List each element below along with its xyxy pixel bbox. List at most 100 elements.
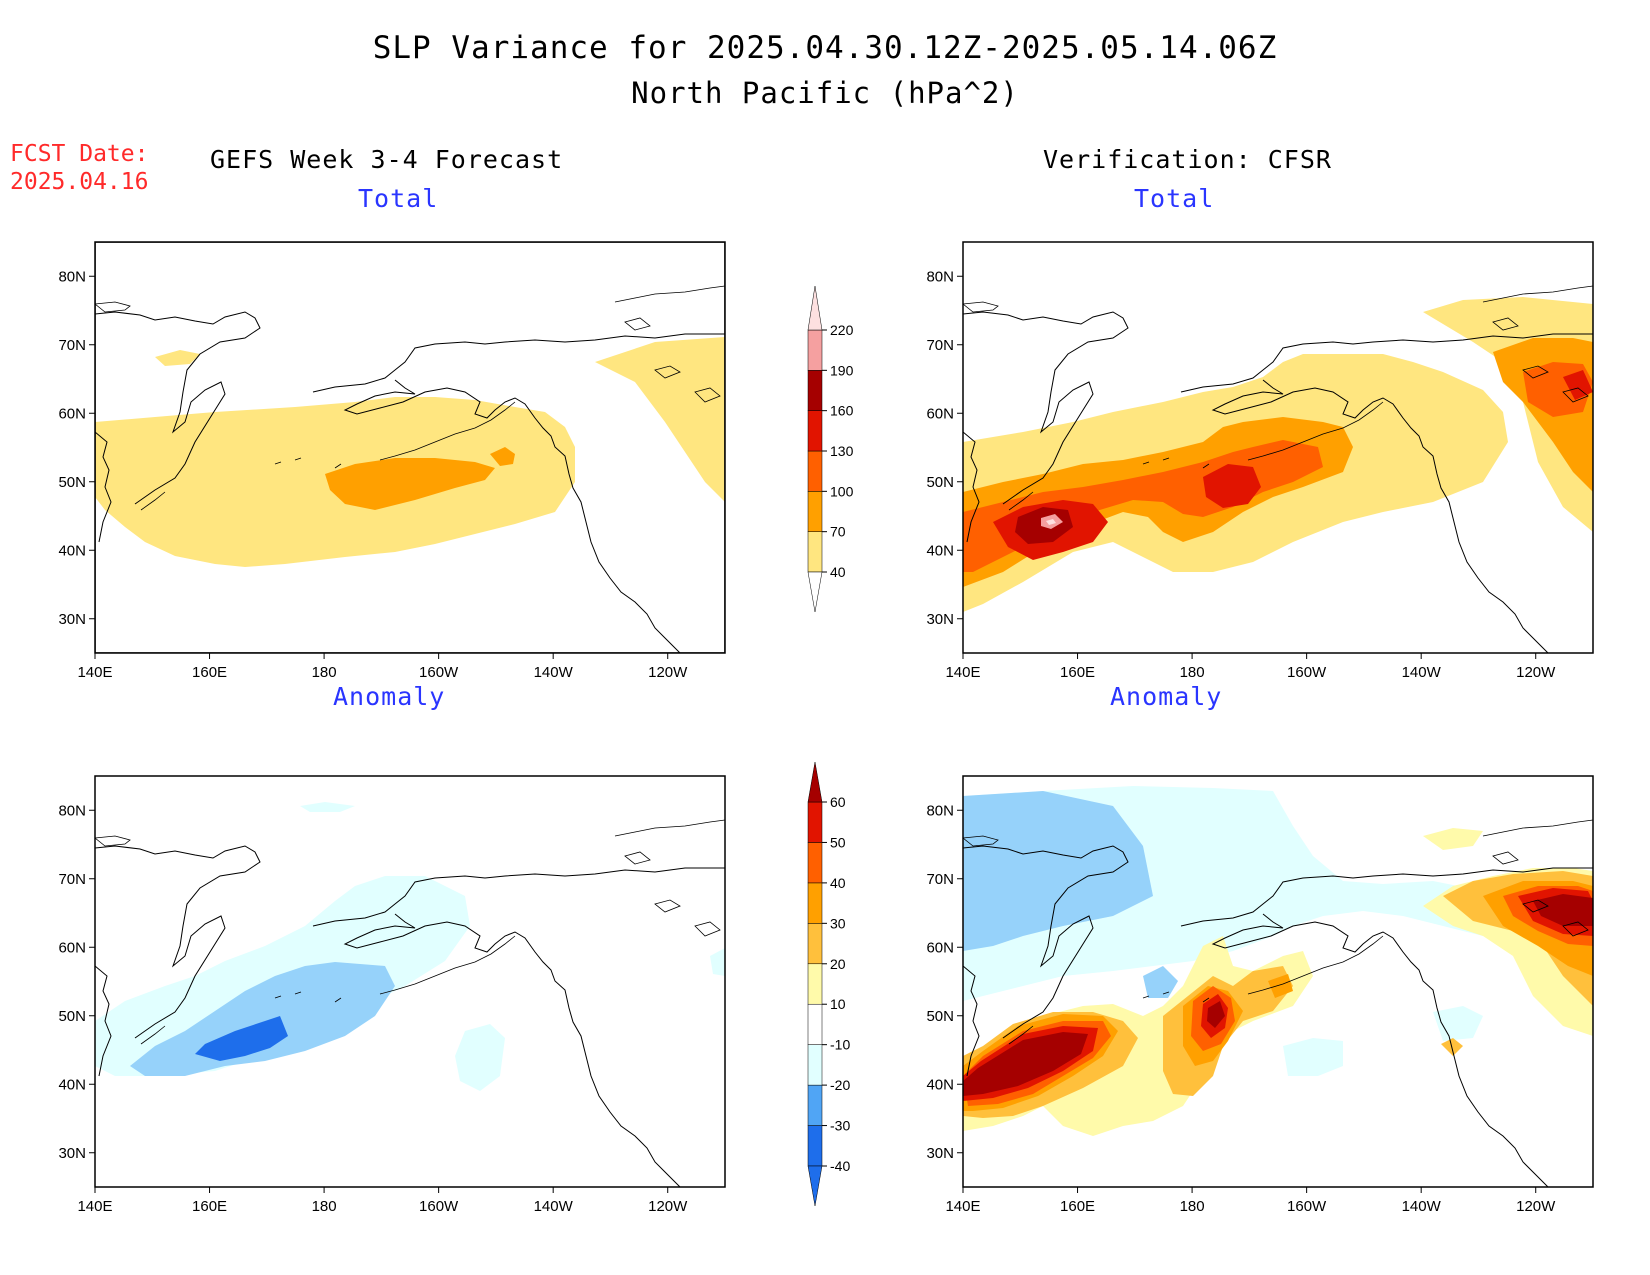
colorbar-total-label: 220 bbox=[830, 322, 854, 338]
colorbar-anomaly-label: -40 bbox=[830, 1158, 850, 1174]
colorbar-anomaly-top-arrow bbox=[807, 761, 823, 803]
verification-total-frame bbox=[962, 241, 1594, 654]
lat-tick-label: 70N bbox=[58, 871, 86, 888]
colorbar-total-label: 70 bbox=[830, 524, 846, 540]
colorbar-anomaly-label: 40 bbox=[830, 875, 846, 891]
lat-tick-label: 80N bbox=[926, 268, 954, 285]
colorbar-anomaly-bin bbox=[807, 1044, 823, 1086]
lat-tick-label: 40N bbox=[926, 542, 954, 559]
forecast-total-fill bbox=[95, 242, 725, 653]
colorbar-total-bin bbox=[807, 329, 823, 371]
lon-tick-label: 160E bbox=[192, 664, 227, 681]
colorbar-anomaly-label: 20 bbox=[830, 956, 846, 972]
lon-tick-label: 180 bbox=[312, 1198, 337, 1215]
lat-tick-label: 60N bbox=[926, 405, 954, 422]
colorbar-total-label: 100 bbox=[830, 483, 854, 499]
lon-tick-label: 180 bbox=[312, 664, 337, 681]
lat-tick-label: 60N bbox=[58, 939, 86, 956]
lon-tick-label: 140E bbox=[77, 1198, 112, 1215]
lat-tick-label: 80N bbox=[58, 802, 86, 819]
colorbar-total-label: 40 bbox=[830, 564, 846, 580]
lat-tick-label: 50N bbox=[58, 474, 86, 491]
colorbar-anomaly-label: -20 bbox=[830, 1077, 850, 1093]
colorbar-total-label: 190 bbox=[830, 362, 854, 378]
lon-tick-label: 140E bbox=[945, 664, 980, 681]
colorbar-anomaly: -40 -30 -20 -10 10 20 30 40 50 60 bbox=[807, 761, 850, 1207]
map-forecast-total bbox=[94, 241, 726, 654]
lon-tick-label: 160W bbox=[419, 1198, 459, 1215]
panel-title-forecast-anomaly: Anomaly bbox=[333, 682, 446, 711]
right-column-title: Verification: CFSR bbox=[1043, 145, 1332, 174]
colorbar-anomaly-bin bbox=[807, 923, 823, 965]
lon-tick-label: 140E bbox=[77, 664, 112, 681]
forecast-date: FCST Date: 2025.04.16 bbox=[10, 140, 148, 196]
map-verification-total bbox=[962, 241, 1594, 654]
panel-title-verification-total: Total bbox=[1134, 184, 1215, 213]
colorbar-total-label: 160 bbox=[830, 403, 854, 419]
panel-title-verification-anomaly: Anomaly bbox=[1110, 682, 1223, 711]
lon-tick-label: 120W bbox=[648, 1198, 688, 1215]
verification-anomaly-frame bbox=[962, 775, 1594, 1188]
lat-tick-label: 40N bbox=[58, 542, 86, 559]
colorbar-total-bin bbox=[807, 491, 823, 532]
verification-anomaly-fill bbox=[963, 786, 1593, 1187]
lat-tick-label: 30N bbox=[58, 1145, 86, 1162]
colorbar-anomaly-bin bbox=[807, 1125, 823, 1167]
lat-tick-label: 70N bbox=[58, 337, 86, 354]
lon-tick-label: 160E bbox=[192, 1198, 227, 1215]
lon-tick-label: 120W bbox=[1516, 1198, 1556, 1215]
lon-tick-label: 140W bbox=[534, 1198, 574, 1215]
colorbar-anomaly-label: 10 bbox=[830, 996, 846, 1012]
colorbar-anomaly-label: -10 bbox=[830, 1037, 850, 1053]
colorbar-anomaly-bin bbox=[807, 882, 823, 924]
colorbar-anomaly-bin bbox=[807, 1084, 823, 1126]
colorbar-total-bin bbox=[807, 410, 823, 452]
lon-tick-label: 120W bbox=[1516, 664, 1556, 681]
lon-tick-label: 160E bbox=[1060, 664, 1095, 681]
lat-tick-label: 80N bbox=[926, 802, 954, 819]
lon-tick-label: 180 bbox=[1180, 1198, 1205, 1215]
colorbar-anomaly-label: -30 bbox=[830, 1118, 850, 1134]
forecast-date-label: FCST Date: bbox=[10, 141, 149, 167]
main-title: SLP Variance for 2025.04.30.12Z-2025.05.… bbox=[372, 30, 1278, 66]
colorbar-anomaly-label: 30 bbox=[830, 915, 846, 931]
forecast-total-frame bbox=[94, 241, 726, 654]
colorbar-anomaly-bottom-arrow bbox=[807, 1165, 823, 1207]
lon-tick-label: 140W bbox=[534, 664, 574, 681]
lon-tick-label: 120W bbox=[648, 664, 688, 681]
map-verification-anomaly bbox=[962, 775, 1594, 1188]
axes-layer: 140E 160E 180 160W 140W 120W 80N 70N 60N 50N 40N 30… bbox=[58, 268, 1556, 1215]
lon-tick-label: 140W bbox=[1402, 664, 1442, 681]
lat-tick-label: 70N bbox=[926, 871, 954, 888]
lat-tick-label: 70N bbox=[926, 337, 954, 354]
lat-tick-label: 60N bbox=[58, 405, 86, 422]
colorbar-total-bin bbox=[807, 531, 823, 573]
forecast-date-value: 2025.04.16 bbox=[10, 169, 149, 195]
colorbar-total-bottom-arrow bbox=[807, 571, 823, 613]
lon-tick-label: 160E bbox=[1060, 1198, 1095, 1215]
lon-tick-label: 160W bbox=[419, 664, 459, 681]
left-column-title: GEFS Week 3-4 Forecast bbox=[210, 145, 564, 174]
lat-tick-label: 40N bbox=[58, 1076, 86, 1093]
colorbar-total-bin bbox=[807, 370, 823, 411]
colorbar-anomaly-bin bbox=[807, 963, 823, 1005]
lat-tick-label: 50N bbox=[58, 1008, 86, 1025]
map-forecast-anomaly bbox=[94, 775, 726, 1188]
lat-tick-label: 30N bbox=[926, 611, 954, 628]
lat-tick-label: 50N bbox=[926, 1008, 954, 1025]
colorbar-anomaly-bin bbox=[807, 842, 823, 884]
forecast-anomaly-frame bbox=[94, 775, 726, 1188]
colorbar-anomaly-label: 50 bbox=[830, 834, 846, 850]
colorbar-total: 40 70 100 130 160 190 220 bbox=[807, 285, 854, 613]
lon-tick-label: 180 bbox=[1180, 664, 1205, 681]
lat-tick-label: 80N bbox=[58, 268, 86, 285]
colorbar-anomaly-bin bbox=[807, 1003, 823, 1045]
colorbar-anomaly-bin bbox=[807, 801, 823, 843]
lon-tick-label: 160W bbox=[1287, 1198, 1327, 1215]
colorbar-anomaly-label: 60 bbox=[830, 794, 846, 810]
colorbar-total-top-arrow bbox=[807, 285, 823, 331]
lon-tick-label: 140W bbox=[1402, 1198, 1442, 1215]
lon-tick-label: 140E bbox=[945, 1198, 980, 1215]
panel-title-forecast-total: Total bbox=[358, 184, 439, 213]
